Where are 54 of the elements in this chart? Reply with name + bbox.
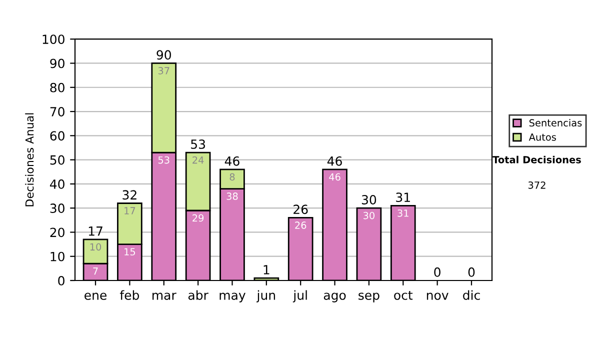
total-label: 17: [88, 226, 102, 236]
data-label: 7: [93, 268, 98, 275]
y-tick-label: 10: [50, 252, 64, 262]
total-label: 46: [224, 156, 240, 166]
y-tick-label: 70: [50, 106, 64, 116]
x-tick-label: abr: [188, 290, 208, 300]
x-tick-label: may: [220, 292, 246, 302]
x-tick-label: jul: [292, 290, 307, 302]
total-label: 32: [122, 190, 136, 200]
x-tick-label: nov: [426, 292, 448, 300]
y-tick-label: 0: [58, 276, 64, 286]
total-label: 31: [396, 192, 410, 202]
y-tick-label: 80: [50, 82, 64, 92]
total-label: 90: [156, 50, 171, 60]
y-tick-label: 50: [50, 155, 64, 165]
x-tick-label: jun: [256, 290, 276, 302]
data-label: 26: [295, 222, 306, 229]
total-label: 0: [434, 267, 440, 277]
legend-label: Autos: [528, 134, 556, 141]
text: 372: [528, 181, 546, 189]
total-label: 46: [327, 156, 342, 166]
data-label: 31: [398, 209, 408, 217]
text: Total Decisiones: [492, 156, 581, 164]
legend-label: Sentencias: [529, 118, 582, 127]
y-tick-label: 100: [42, 34, 64, 44]
data-label: 53: [158, 156, 170, 164]
data-label: 37: [158, 67, 170, 74]
x-tick-label: ago: [324, 292, 346, 302]
data-label: 17: [124, 207, 136, 214]
y-tick-label: 40: [50, 179, 64, 189]
y-tick-label: 30: [50, 204, 64, 214]
data-label: 24: [192, 156, 204, 164]
y-tick-label: 90: [50, 58, 64, 68]
x-tick-label: oct: [394, 290, 413, 300]
data-label: 29: [192, 214, 204, 222]
x-tick-label: sep: [358, 292, 380, 302]
x-tick-label: feb: [120, 290, 140, 300]
data-label: 8: [230, 173, 235, 181]
x-tick-label: ene: [84, 292, 106, 300]
data-label: 46: [329, 173, 340, 181]
total-label: 26: [294, 204, 308, 214]
data-label: 15: [124, 248, 136, 256]
total-label: 0: [468, 267, 475, 277]
data-label: 38: [226, 192, 238, 200]
y-tick-label: 20: [50, 228, 64, 238]
total-label: 1: [264, 265, 270, 274]
data-label: 30: [364, 212, 374, 220]
x-tick-label: mar: [152, 292, 176, 300]
x-tick-label: dic: [463, 290, 480, 300]
total-label: 53: [191, 139, 205, 149]
y-tick-label: 60: [50, 131, 64, 141]
data-label: 10: [90, 243, 102, 251]
total-label: 30: [362, 194, 376, 204]
y-axis-title: Decisiones Anual: [25, 113, 34, 206]
